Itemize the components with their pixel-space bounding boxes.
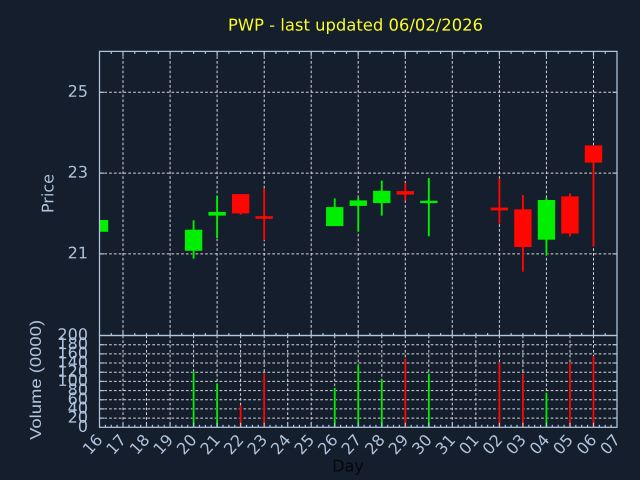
svg-text:Volume (0000): Volume (0000) <box>28 320 45 440</box>
